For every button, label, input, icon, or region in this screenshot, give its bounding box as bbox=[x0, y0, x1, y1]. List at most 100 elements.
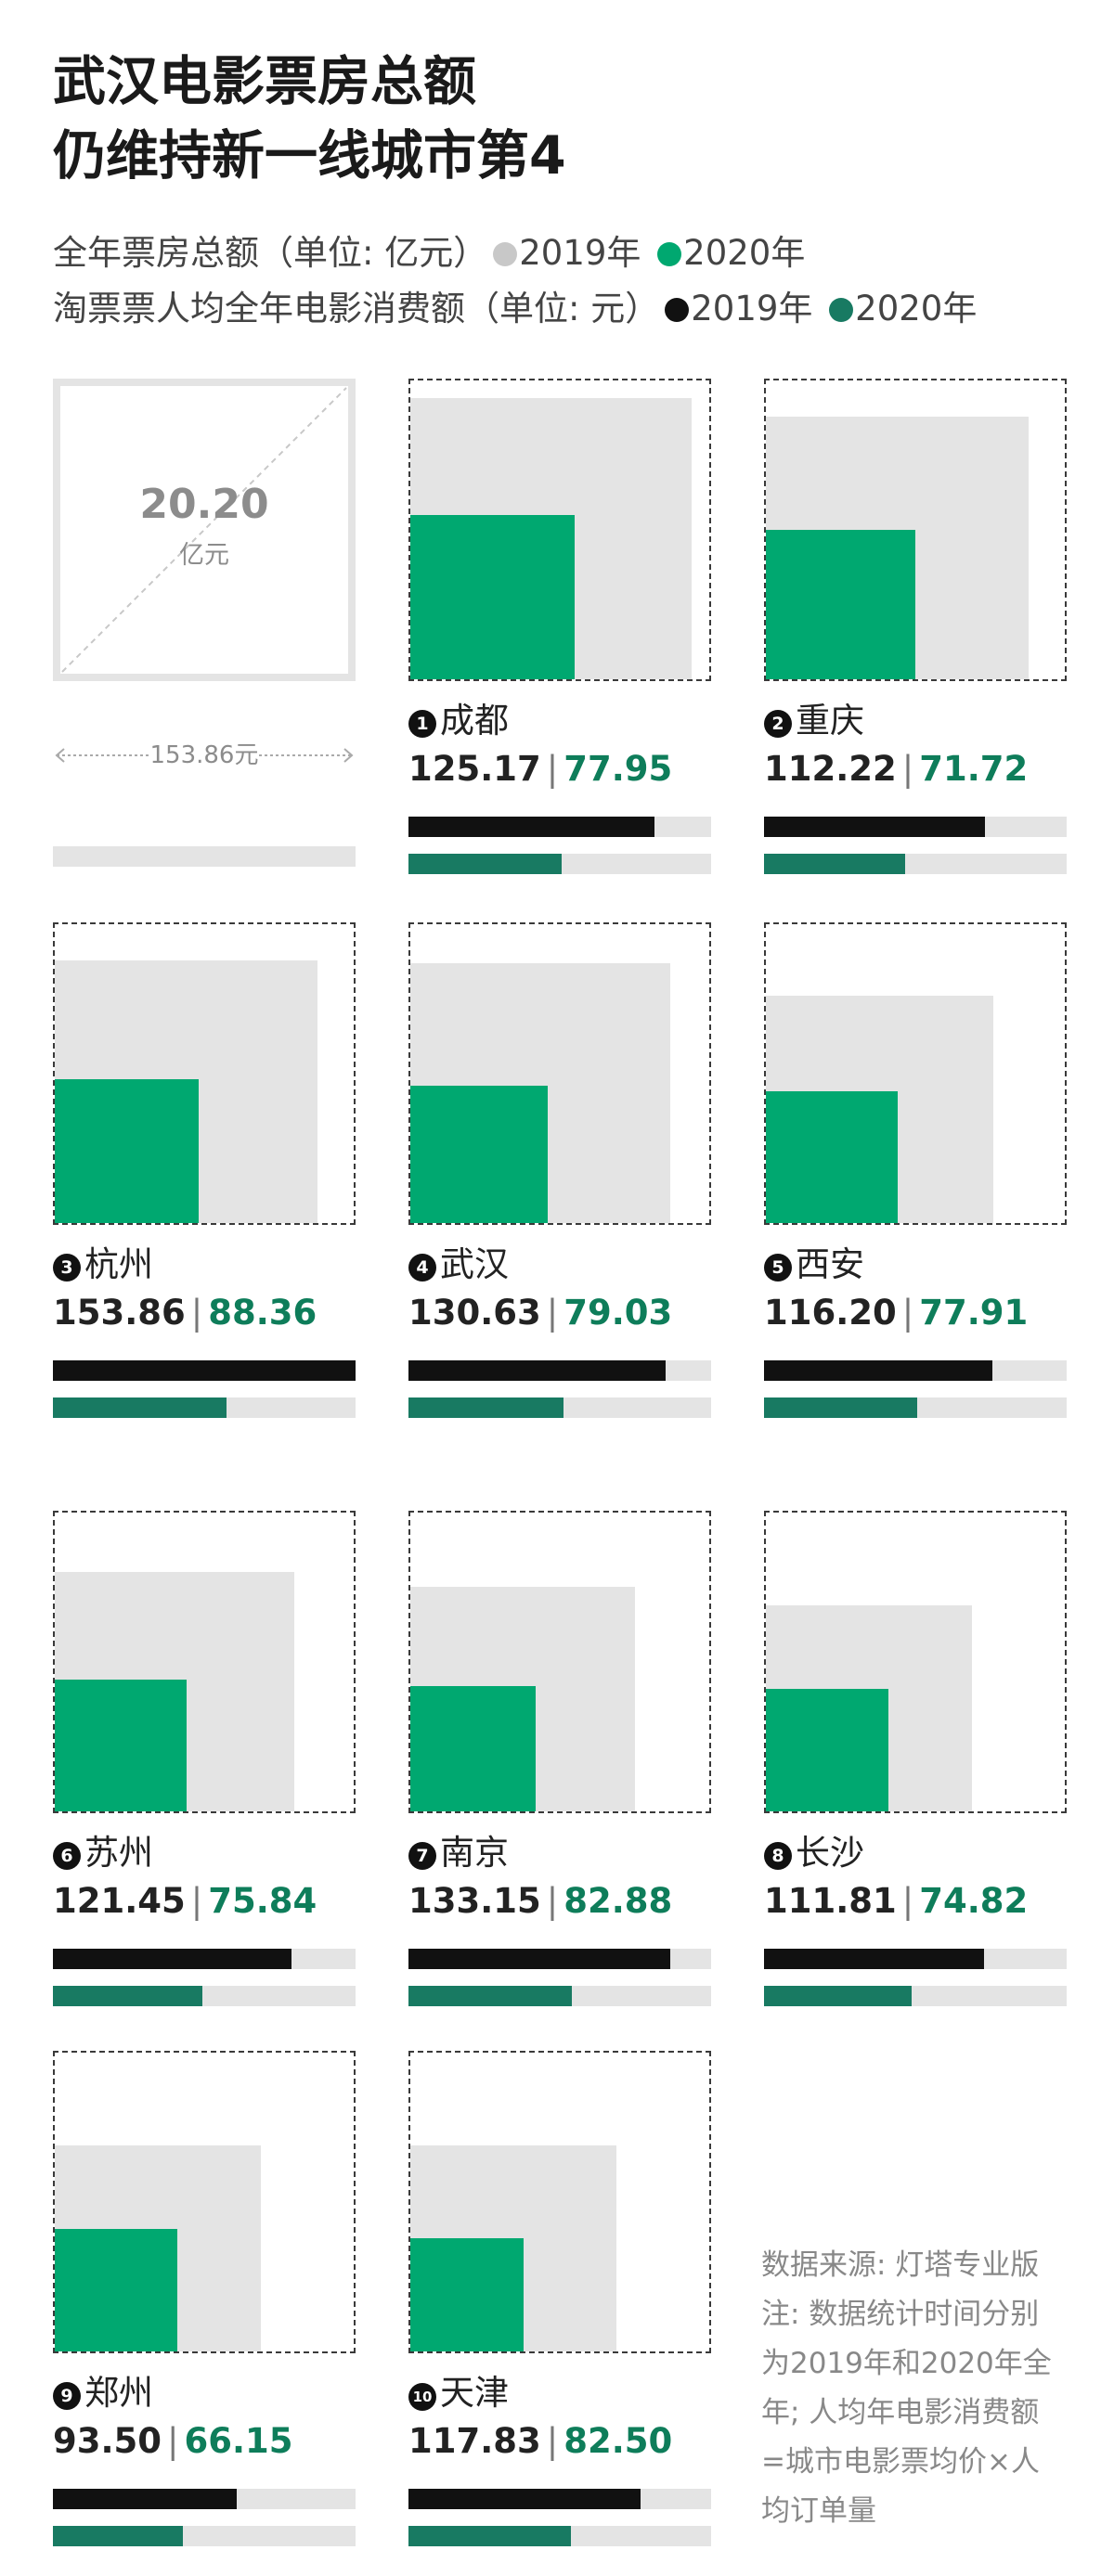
legend-box-office: 全年票房总额（单位: 亿元） 2019年 2020年 bbox=[53, 230, 805, 277]
per-capita-2019-track bbox=[408, 1949, 711, 1969]
per-capita-values: 93.50 | 66.15 bbox=[53, 2420, 293, 2463]
per-capita-2019-track bbox=[53, 2489, 356, 2509]
per-capita-2020-label: 74.82 bbox=[919, 1881, 1029, 1921]
box-office-2020-square bbox=[766, 1091, 898, 1223]
city-name: 南京 bbox=[440, 1833, 509, 1873]
per-capita-2019-label: 93.50 bbox=[53, 2421, 162, 2461]
per-capita-2019-bar bbox=[53, 1949, 291, 1969]
per-capita-values: 121.45 | 75.84 bbox=[53, 1880, 317, 1923]
box-office-frame bbox=[53, 922, 356, 1225]
rank-badge: 4 bbox=[408, 1254, 436, 1282]
city-label-row: 10 天津 bbox=[408, 2372, 509, 2415]
note-line: 均订单量 bbox=[761, 2494, 876, 2528]
per-capita-2019-track bbox=[408, 2489, 711, 2509]
city-name: 长沙 bbox=[796, 1833, 864, 1873]
legend-pc-2020-label: 2020年 bbox=[855, 289, 978, 328]
box-office-2020-square bbox=[55, 1680, 187, 1811]
box-office-2020-square bbox=[55, 1079, 199, 1223]
value-separator: | bbox=[546, 749, 559, 789]
legend-box-office-label: 全年票房总额（单位: 亿元） bbox=[53, 233, 488, 273]
per-capita-2020-label: 79.03 bbox=[563, 1293, 673, 1333]
per-capita-2020-bar bbox=[408, 2526, 571, 2546]
box-office-frame bbox=[408, 2051, 711, 2353]
per-capita-values: 125.17 | 77.95 bbox=[408, 748, 672, 791]
per-capita-2019-label: 116.20 bbox=[764, 1293, 897, 1333]
per-capita-2019-label: 153.86 bbox=[53, 1293, 186, 1333]
reference-dimension: 153.86元 bbox=[53, 739, 356, 772]
per-capita-2019-track bbox=[764, 1949, 1067, 1969]
city-card: 10 天津 117.83 | 82.50 bbox=[408, 2051, 711, 2570]
legend-dot-2019-box bbox=[493, 242, 518, 266]
legend-dot-2020-box bbox=[657, 242, 682, 266]
city-name: 成都 bbox=[440, 701, 509, 741]
per-capita-2019-track bbox=[408, 1360, 711, 1381]
box-office-frame bbox=[764, 379, 1067, 681]
per-capita-2019-bar bbox=[764, 817, 985, 837]
box-office-frame bbox=[408, 1511, 711, 1813]
per-capita-2020-bar bbox=[53, 2526, 183, 2546]
value-separator: | bbox=[546, 1293, 559, 1333]
city-label-row: 7 南京 bbox=[408, 1832, 509, 1874]
per-capita-2020-track bbox=[764, 854, 1067, 874]
per-capita-2019-label: 111.81 bbox=[764, 1881, 897, 1921]
rank-badge: 3 bbox=[53, 1254, 81, 1282]
per-capita-2020-track bbox=[408, 854, 711, 874]
rank-badge: 2 bbox=[764, 710, 792, 738]
box-office-2020-square bbox=[55, 2229, 177, 2351]
box-office-frame bbox=[53, 1511, 356, 1813]
per-capita-2020-track bbox=[408, 1986, 711, 2006]
per-capita-2019-bar bbox=[408, 1360, 666, 1381]
legend-per-capita-label: 淘票票人均全年电影消费额（单位: 元） bbox=[53, 289, 660, 328]
per-capita-2019-track bbox=[53, 1949, 356, 1969]
city-name: 郑州 bbox=[84, 2373, 153, 2413]
per-capita-2020-bar bbox=[53, 1397, 227, 1418]
city-name: 武汉 bbox=[440, 1244, 509, 1284]
legend-box-2020-label: 2020年 bbox=[683, 233, 806, 273]
box-office-frame bbox=[53, 2051, 356, 2353]
value-separator: | bbox=[190, 1881, 203, 1921]
box-office-2020-square bbox=[766, 530, 915, 679]
note-line: 为2019年和2020年全 bbox=[761, 2347, 1052, 2380]
reference-bar-track bbox=[53, 846, 356, 867]
title-line-1: 武汉电影票房总额 bbox=[53, 51, 476, 112]
per-capita-2020-bar bbox=[408, 1986, 572, 2006]
per-capita-2020-label: 82.88 bbox=[563, 1881, 673, 1921]
note-line: 数据来源: 灯塔专业版 bbox=[761, 2248, 1040, 2282]
value-separator: | bbox=[901, 1293, 914, 1333]
box-office-2020-square bbox=[766, 1689, 888, 1811]
per-capita-2020-track bbox=[53, 1397, 356, 1418]
per-capita-2020-bar bbox=[408, 854, 562, 874]
per-capita-2019-label: 133.15 bbox=[408, 1881, 541, 1921]
city-card: 7 南京 133.15 | 82.88 bbox=[408, 1511, 711, 2030]
per-capita-2019-label: 117.83 bbox=[408, 2421, 541, 2461]
box-office-2020-square bbox=[410, 1086, 548, 1223]
value-separator: | bbox=[546, 1881, 559, 1921]
per-capita-2020-track bbox=[764, 1397, 1067, 1418]
per-capita-2020-bar bbox=[764, 1397, 917, 1418]
per-capita-2020-label: 77.95 bbox=[563, 749, 673, 789]
value-separator: | bbox=[901, 1881, 914, 1921]
city-label-row: 8 长沙 bbox=[764, 1832, 864, 1874]
per-capita-2020-track bbox=[53, 1986, 356, 2006]
per-capita-2019-bar bbox=[764, 1949, 984, 1969]
value-separator: | bbox=[901, 749, 914, 789]
note-line: 年; 人均年电影消费额 bbox=[761, 2396, 1040, 2429]
city-label-row: 4 武汉 bbox=[408, 1243, 509, 1286]
city-label-row: 2 重庆 bbox=[764, 700, 864, 742]
per-capita-2020-label: 71.72 bbox=[919, 749, 1029, 789]
city-label-row: 6 苏州 bbox=[53, 1832, 153, 1874]
per-capita-2020-bar bbox=[764, 854, 905, 874]
city-name: 天津 bbox=[440, 2373, 509, 2413]
legend-box-2019-label: 2019年 bbox=[519, 233, 641, 273]
legend-pc-2019-label: 2019年 bbox=[691, 289, 813, 328]
reference-bar-label: 153.86元 bbox=[149, 741, 259, 769]
city-name: 苏州 bbox=[84, 1833, 153, 1873]
box-office-frame bbox=[408, 922, 711, 1225]
city-card: 8 长沙 111.81 | 74.82 bbox=[764, 1511, 1067, 2030]
city-card: 6 苏州 121.45 | 75.84 bbox=[53, 1511, 356, 2030]
per-capita-2020-track bbox=[764, 1986, 1067, 2006]
box-office-2020-square bbox=[410, 1686, 536, 1811]
per-capita-values: 117.83 | 82.50 bbox=[408, 2420, 672, 2463]
per-capita-values: 116.20 | 77.91 bbox=[764, 1292, 1028, 1334]
box-office-frame bbox=[764, 1511, 1067, 1813]
